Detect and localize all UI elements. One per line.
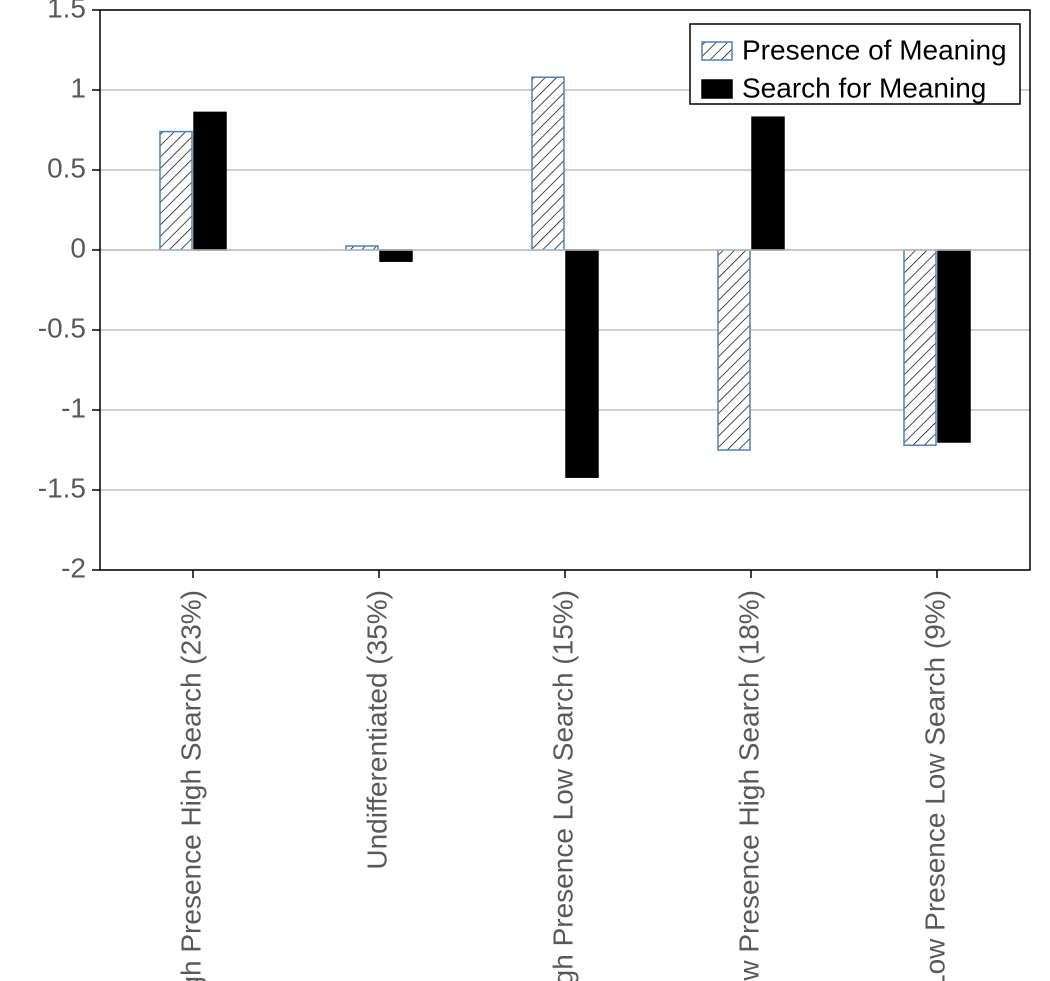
x-tick-label: Low Presence High Search (18%) [733, 590, 764, 981]
y-tick-label: -1.5 [38, 472, 86, 503]
x-tick-label: High Presence High Search (23%) [175, 590, 206, 981]
y-tick-label: 0.5 [47, 152, 86, 183]
bar-presence [718, 250, 750, 450]
y-tick-label: -1 [61, 392, 86, 423]
bar-presence [532, 77, 564, 250]
x-tick-label: Low Presence Low Search (9%) [919, 590, 950, 981]
chart-container: 1.5 1 0.5 0 -0.5 -1 -1.5 -2 High Presence High S… [0, 0, 1050, 981]
bar-presence [904, 250, 936, 445]
bar-search [752, 117, 784, 250]
x-tick-label: High Presence Low Search (15%) [547, 590, 578, 981]
x-tick-label: Undifferentiated (35%) [361, 590, 392, 870]
y-tick-label: 0 [70, 232, 86, 263]
y-tick-label: -2 [61, 552, 86, 583]
legend-label: Presence of Meaning [742, 34, 1007, 65]
legend-swatch [702, 42, 732, 60]
bar-chart: 1.5 1 0.5 0 -0.5 -1 -1.5 -2 High Presence High S… [0, 0, 1050, 981]
bar-search [938, 250, 970, 442]
bar-presence [160, 132, 192, 250]
bar-search [380, 250, 412, 261]
y-tick-label: 1 [70, 72, 86, 103]
y-tick-label: 1.5 [47, 0, 86, 23]
legend-label: Search for Meaning [742, 72, 986, 103]
legend-swatch [702, 80, 732, 98]
bar-search [566, 250, 598, 477]
y-tick-label: -0.5 [38, 312, 86, 343]
bar-search [194, 112, 226, 250]
